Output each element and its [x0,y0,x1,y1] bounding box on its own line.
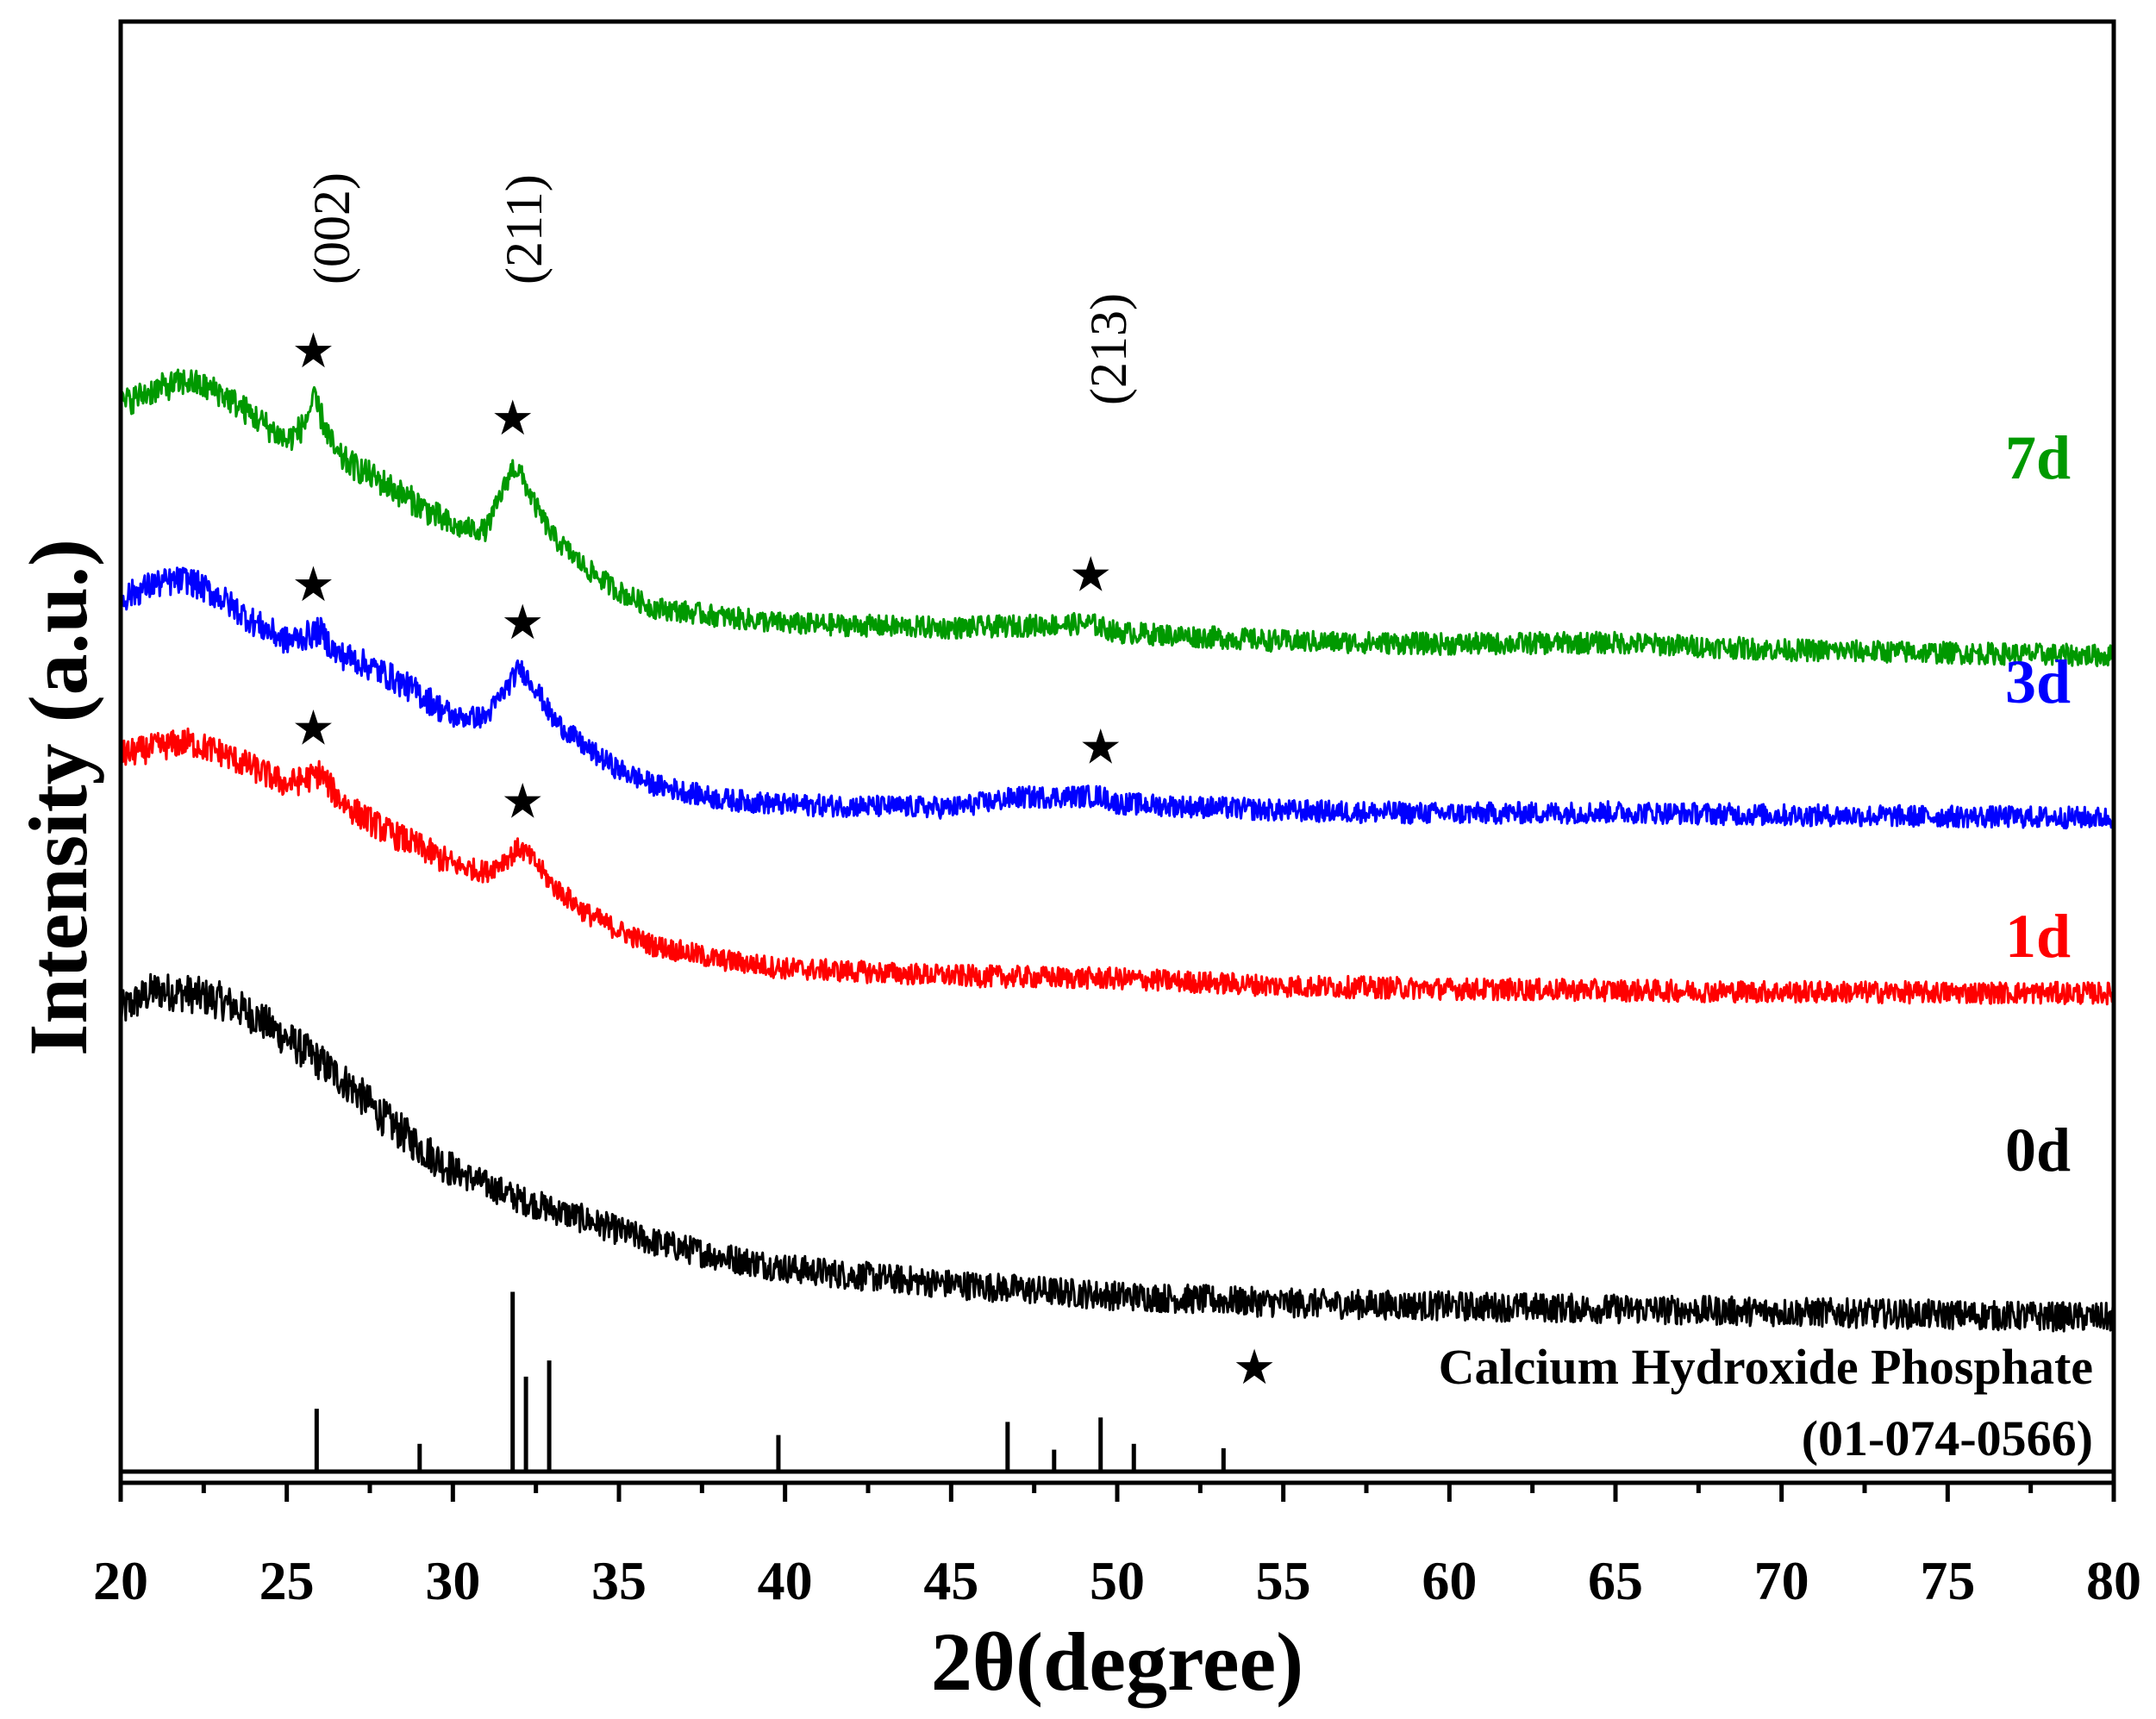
x-tick-label: 50 [1090,1550,1145,1611]
series-line-0d [119,972,2115,1333]
x-axis-tick-labels: 20 25 30 35 40 45 50 55 60 65 70 75 80 [93,1550,2141,1611]
peak-star-icon: ★ [491,391,534,447]
x-tick-label: 25 [259,1550,315,1611]
peak-star-icon: ★ [291,323,334,379]
miller-index-label: (211) [496,174,553,284]
miller-index-label: (213) [1080,293,1137,405]
reference-sticks [314,1291,1226,1472]
series-label-3d: 3d [2005,647,2071,716]
y-axis-title: Intensity (a.u.) [12,539,104,1056]
x-tick-label: 75 [1920,1550,1975,1611]
x-tick-label: 65 [1588,1550,1643,1611]
series-label-1d: 1d [2005,902,2071,971]
miller-index-label-211-group: (211) [496,174,553,284]
legend-reference-code: (01-074-0566) [1802,1410,2093,1466]
miller-index-label-213-group: (213) [1080,293,1137,405]
x-tick-label: 35 [591,1550,647,1611]
x-tick-label: 45 [923,1550,978,1611]
peak-stars: ★ ★ ★ ★ ★ ★ ★ ★ [291,323,1122,829]
y-axis-title-group: Intensity (a.u.) [12,539,104,1056]
miller-index-label-002-group: (002) [303,172,360,284]
x-tick-label: 30 [425,1550,480,1611]
x-tick-label: 70 [1754,1550,1809,1611]
peak-star-icon: ★ [501,773,544,829]
x-tick-label: 60 [1422,1550,1477,1611]
x-axis-ticks [118,1483,2116,1502]
peak-star-icon: ★ [291,557,334,613]
series-line-1d [119,727,2115,1006]
x-axis-title: 2θ(degree) [931,1616,1303,1708]
miller-index-label: (002) [303,172,360,284]
series-label-7d: 7d [2005,423,2071,492]
peak-star-icon: ★ [1069,547,1112,603]
x-tick-label: 80 [2086,1550,2141,1611]
peak-star-icon: ★ [1079,719,1122,775]
x-tick-label: 55 [1256,1550,1311,1611]
series-line-7d [119,368,2115,667]
series-line-3d [119,566,2115,830]
series-label-0d: 0d [2005,1116,2071,1185]
peak-star-icon: ★ [501,595,544,651]
xrd-curves [119,368,2115,1333]
legend-reference-name: Calcium Hydroxide Phosphate [1439,1339,2093,1395]
legend-star-icon: ★ [1233,1340,1276,1396]
x-tick-label: 40 [758,1550,813,1611]
x-tick-label: 20 [93,1550,148,1611]
peak-star-icon: ★ [291,700,334,756]
